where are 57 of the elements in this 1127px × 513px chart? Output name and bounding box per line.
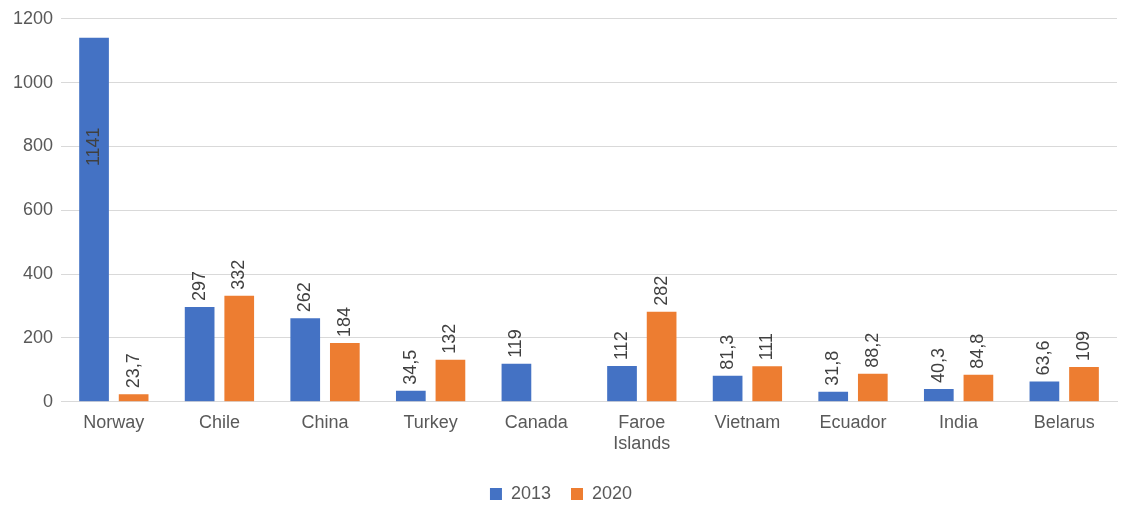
- bar: [79, 37, 109, 402]
- y-tick-label: 800: [23, 135, 54, 156]
- x-tick-label: Chile: [198, 411, 240, 432]
- bar: [224, 295, 255, 402]
- data-label: 109: [1072, 330, 1093, 362]
- bar: [752, 366, 783, 402]
- bar: [118, 394, 149, 402]
- data-label: 34,5: [399, 349, 420, 385]
- data-label: 1141: [83, 127, 104, 167]
- x-tick-label: Faroe Islands: [613, 411, 671, 454]
- data-label: 40,3: [927, 347, 948, 383]
- data-label: 88,2: [861, 332, 882, 368]
- y-tick-label: 0: [43, 390, 54, 411]
- data-label: 84,8: [967, 333, 988, 369]
- bar: [646, 311, 677, 402]
- data-label: 282: [650, 275, 671, 306]
- data-label: 111: [756, 333, 777, 361]
- x-tick-label: Norway: [83, 411, 145, 432]
- x-tick-label: India: [939, 411, 980, 432]
- legend-label: 2013: [510, 482, 551, 503]
- y-tick-label: 200: [23, 326, 54, 347]
- y-tick-label: 400: [23, 263, 54, 284]
- y-tick-label: 1200: [13, 7, 54, 28]
- bar: [290, 318, 321, 402]
- bar: [1069, 367, 1099, 402]
- y-tick-label: 1000: [13, 71, 54, 92]
- data-label: 23,7: [122, 353, 143, 389]
- bar: [184, 307, 215, 402]
- bar: [712, 375, 743, 402]
- bar: [607, 366, 637, 402]
- x-tick-label: Canada: [504, 411, 569, 432]
- data-label: 63,6: [1033, 340, 1054, 376]
- data-label: 184: [333, 307, 354, 338]
- bar: [1029, 381, 1060, 402]
- legend-label: 2020: [592, 482, 633, 503]
- bar: [963, 374, 994, 402]
- x-tick-label: Turkey: [403, 411, 458, 432]
- data-label: 112: [610, 331, 631, 361]
- data-label: 81,3: [716, 334, 737, 370]
- data-label: 31,8: [822, 350, 843, 386]
- bar: [923, 388, 954, 402]
- data-label: 297: [188, 270, 209, 302]
- x-tick-label: Vietnam: [714, 411, 781, 432]
- bar: [435, 359, 466, 402]
- y-tick-label: 600: [23, 199, 54, 220]
- data-label: 119: [505, 329, 526, 358]
- bar: [818, 391, 849, 402]
- bar: [857, 373, 888, 402]
- data-label: 262: [294, 282, 315, 313]
- bar: [501, 363, 532, 402]
- x-tick-label: China: [301, 411, 350, 432]
- bar: [395, 390, 426, 402]
- data-label: 332: [228, 259, 249, 290]
- bar: [329, 343, 360, 402]
- data-label: 132: [439, 323, 460, 354]
- x-tick-label: Belarus: [1033, 411, 1095, 432]
- x-tick-label: Ecuador: [819, 411, 887, 432]
